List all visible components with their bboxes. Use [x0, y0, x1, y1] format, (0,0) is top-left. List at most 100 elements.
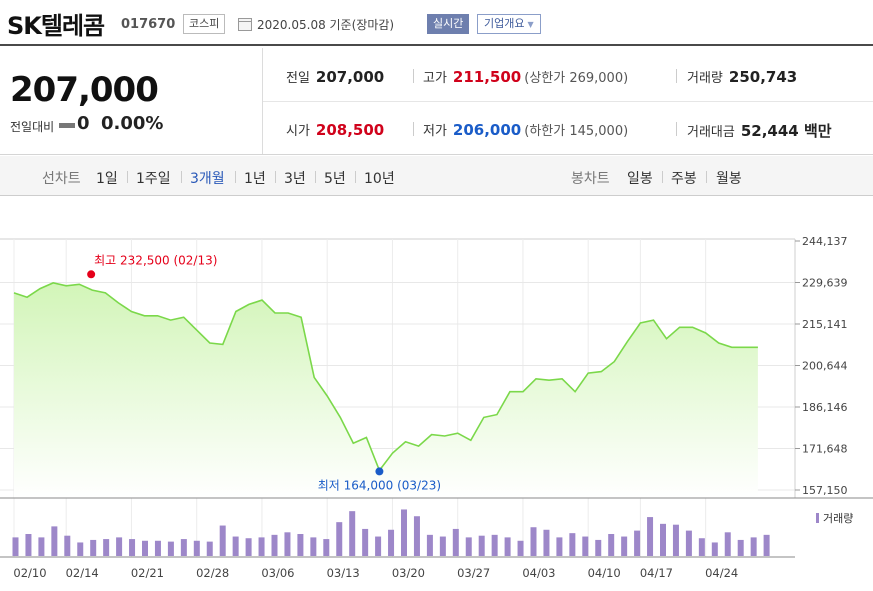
price-point — [430, 433, 433, 436]
price-summary: 207,000 전일대비 0 0.00% 전일 207,000 고가 211,500… — [0, 48, 873, 155]
price-point — [274, 311, 277, 314]
volume-bar — [362, 528, 369, 556]
price-point — [508, 390, 511, 393]
x-tick-label: 03/27 — [457, 566, 490, 580]
volume-bar — [129, 539, 136, 556]
price-point — [52, 281, 55, 284]
price-point — [247, 303, 250, 306]
stat-label: 고가 — [423, 71, 447, 86]
volume-bar — [452, 528, 459, 556]
stock-code: 017670 — [121, 17, 176, 32]
x-tick-label: 03/13 — [327, 566, 360, 580]
volume-bar — [193, 540, 200, 556]
price-point — [221, 343, 224, 346]
volume-bar — [375, 536, 382, 556]
stock-header: SK텔레콤 017670 코스피 2020.05.08 기준(장마감) 실시간 … — [0, 0, 873, 46]
divider — [413, 122, 414, 136]
divider — [676, 69, 677, 83]
price-point — [639, 321, 642, 324]
volume-bar — [608, 534, 615, 556]
volume-bar — [103, 539, 110, 556]
volume-bar — [543, 529, 550, 556]
tab-5y[interactable]: 5년 — [324, 171, 346, 187]
x-tick-label: 04/17 — [640, 566, 673, 580]
stat-label: 시가 — [286, 124, 310, 139]
volume-bar — [478, 535, 485, 556]
price-point — [456, 432, 459, 435]
divider — [181, 171, 182, 183]
volume-bar — [206, 541, 213, 556]
volume-bar — [491, 534, 498, 556]
volume-bar — [310, 537, 317, 556]
stat-label: 거래대금 — [687, 125, 735, 140]
price-point — [404, 440, 407, 443]
volume-bar — [219, 525, 226, 556]
tab-3y[interactable]: 3년 — [284, 171, 306, 187]
tab-3m[interactable]: 3개월 — [190, 171, 225, 187]
price-point — [717, 342, 720, 345]
price-point — [548, 379, 551, 382]
volume-bar — [51, 526, 58, 556]
volume-bar — [413, 516, 420, 556]
x-tick-label: 02/21 — [131, 566, 164, 580]
price-point — [443, 435, 446, 438]
tab-1y[interactable]: 1년 — [244, 171, 266, 187]
x-tick-label: 04/24 — [705, 566, 738, 580]
stat-value: 250,743 — [728, 68, 798, 86]
stat-prev-close: 전일 207,000 — [286, 67, 384, 86]
price-point — [260, 299, 263, 302]
y-tick-label: 157,150 — [802, 484, 848, 497]
volume-bar — [90, 539, 97, 556]
high-annotation: 최고 232,500 (02/13) — [94, 253, 217, 267]
tab-weekly[interactable]: 주봉 — [671, 171, 697, 187]
volume-bar — [25, 534, 32, 556]
volume-bar — [556, 537, 563, 556]
company-overview-label: 기업개요 — [484, 17, 525, 30]
stat-low: 저가 206,000 (하한가 145,000) — [423, 120, 628, 139]
tab-1d[interactable]: 1일 — [96, 171, 118, 187]
volume-bar — [621, 536, 628, 556]
price-point — [13, 291, 16, 294]
tab-10y[interactable]: 10년 — [364, 171, 395, 187]
volume-bar — [426, 534, 433, 556]
tab-monthly[interactable]: 월봉 — [716, 171, 742, 187]
volume-bar — [569, 533, 576, 556]
volume-bar — [232, 536, 239, 556]
change-rate: 0.00% — [101, 113, 164, 134]
tab-daily[interactable]: 일봉 — [627, 171, 653, 187]
volume-bar — [245, 538, 252, 556]
stat-value: 207,000 — [315, 68, 385, 86]
y-tick-label: 215,141 — [802, 318, 848, 331]
volume-bar — [698, 538, 705, 556]
price-point — [626, 340, 629, 343]
tab-1w[interactable]: 1주일 — [136, 171, 171, 187]
volume-bar — [116, 537, 123, 556]
x-tick-label: 02/28 — [196, 566, 229, 580]
realtime-button[interactable]: 실시간 — [427, 14, 470, 34]
price-point — [195, 329, 198, 332]
quote-date: 2020.05.08 기준(장마감) — [257, 18, 395, 32]
volume-bar — [38, 537, 45, 556]
volume-bar — [64, 535, 71, 556]
price-point — [652, 319, 655, 322]
price-point — [482, 416, 485, 419]
y-tick-label: 244,137 — [802, 235, 848, 248]
volume-legend: 거래량 — [823, 512, 853, 525]
volume-bar — [12, 537, 19, 556]
price-point — [678, 326, 681, 329]
y-tick-label: 229,639 — [802, 277, 848, 290]
divider — [355, 171, 356, 183]
volume-bar — [660, 523, 666, 556]
volume-bar — [634, 530, 641, 556]
stat-label: 거래량 — [687, 71, 723, 86]
change-value: 0 — [77, 113, 90, 134]
volume-bar — [349, 511, 356, 556]
volume-bar — [388, 529, 395, 556]
volume-bar — [647, 517, 654, 556]
divider — [662, 171, 663, 183]
volume-bar — [672, 524, 679, 556]
company-overview-button[interactable]: 기업개요 ▼ — [477, 14, 541, 34]
volume-bar — [297, 534, 304, 556]
stat-value: 52,444 백만 — [740, 122, 832, 140]
divider — [263, 101, 873, 102]
